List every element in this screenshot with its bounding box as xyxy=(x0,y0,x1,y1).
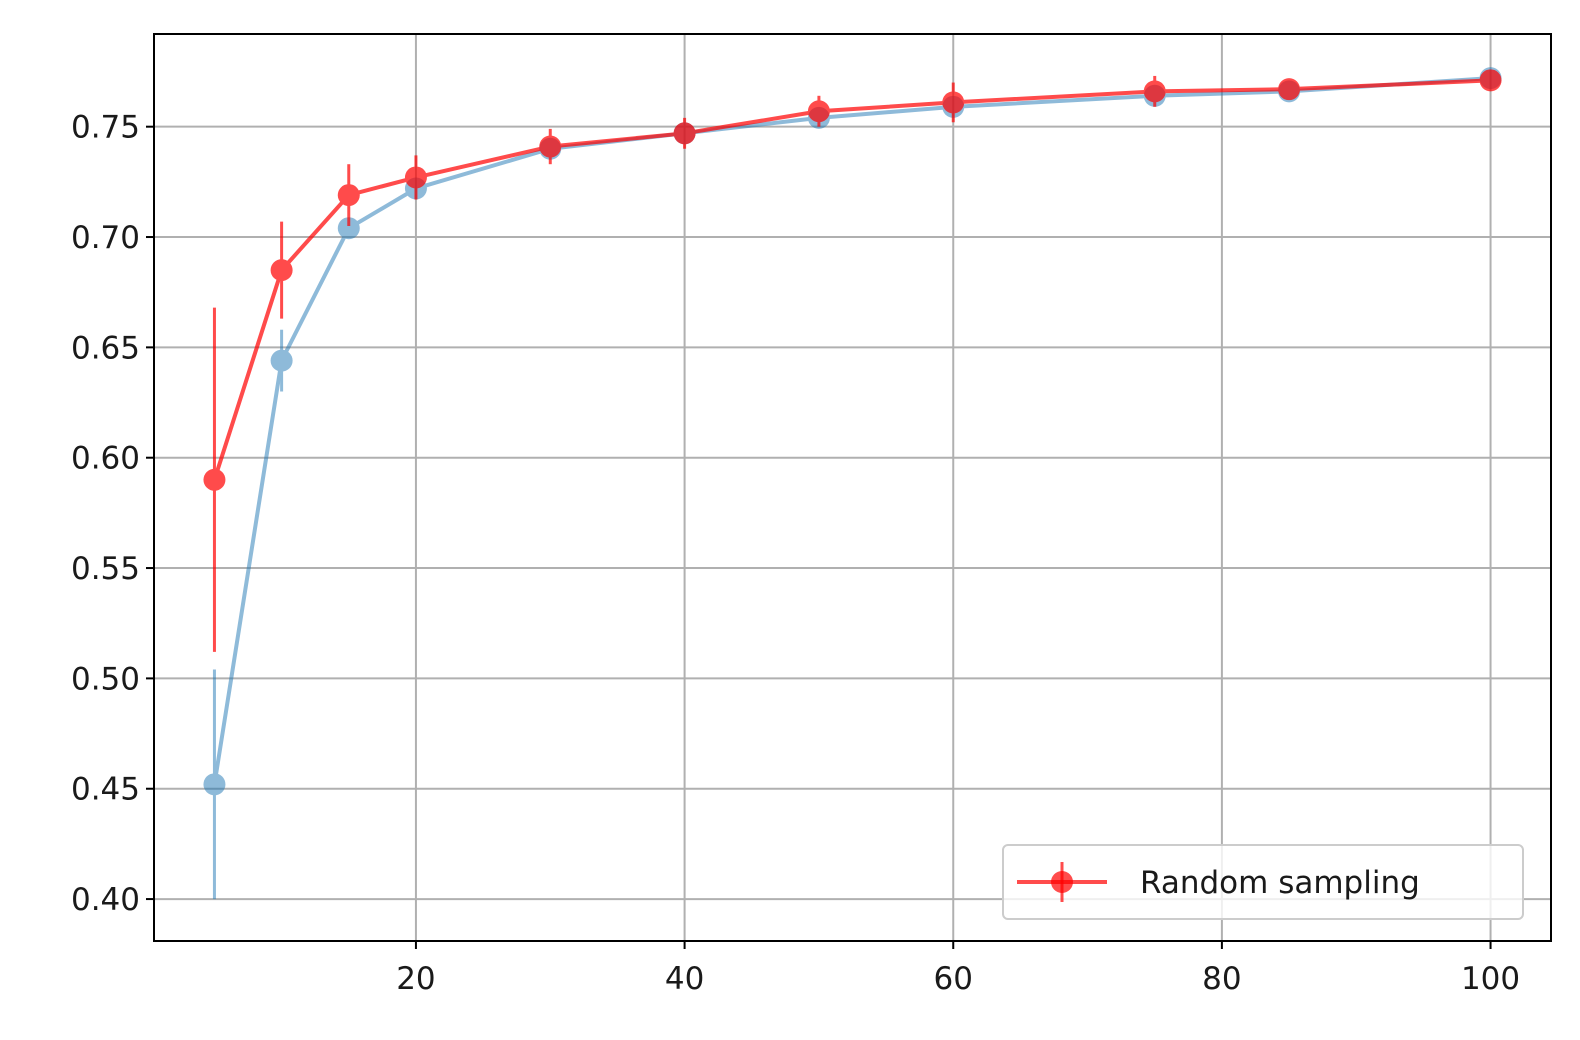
data-point xyxy=(270,349,293,372)
data-point xyxy=(270,259,293,282)
axis-ticks: 20 40 60 80 100 0.40 0.45 0.50 0.55 0.60 0.65 0.70 0… xyxy=(71,110,1520,997)
y-tick-label: 0.45 xyxy=(71,772,140,808)
y-tick-label: 0.60 xyxy=(71,441,140,477)
x-tick-label: 20 xyxy=(396,961,435,997)
data-point xyxy=(942,91,965,114)
data-point xyxy=(203,468,226,491)
data-point xyxy=(1278,78,1301,101)
data-point xyxy=(1143,80,1166,103)
data-point xyxy=(404,166,427,189)
data-point xyxy=(203,773,226,796)
legend-label-random-sampling: Random sampling xyxy=(1140,865,1420,901)
series-layer xyxy=(203,67,1502,900)
series-line xyxy=(212,78,1491,481)
legend-marker-dot xyxy=(1051,871,1073,893)
y-tick-label: 0.75 xyxy=(71,110,140,146)
series-1 xyxy=(203,69,1502,652)
grid-lines xyxy=(154,34,1551,941)
data-point xyxy=(1479,69,1502,92)
y-tick-label: 0.50 xyxy=(71,661,140,697)
legend: Random sampling xyxy=(1002,844,1524,920)
x-tick-label: 60 xyxy=(934,961,973,997)
legend-box xyxy=(1002,844,1524,920)
y-tick-label: 0.65 xyxy=(71,330,140,366)
axes-frame xyxy=(153,33,1552,942)
y-tick-label: 0.70 xyxy=(71,220,140,256)
data-point xyxy=(673,122,696,145)
data-point xyxy=(337,184,360,207)
x-tick-label: 80 xyxy=(1202,961,1241,997)
y-tick-label: 0.40 xyxy=(71,882,140,918)
data-point xyxy=(337,217,360,240)
x-tick-label: 100 xyxy=(1461,961,1520,997)
data-point xyxy=(539,135,562,158)
series-0 xyxy=(203,67,1502,900)
x-tick-label: 40 xyxy=(665,961,704,997)
data-point xyxy=(807,100,830,123)
y-tick-label: 0.55 xyxy=(71,551,140,587)
